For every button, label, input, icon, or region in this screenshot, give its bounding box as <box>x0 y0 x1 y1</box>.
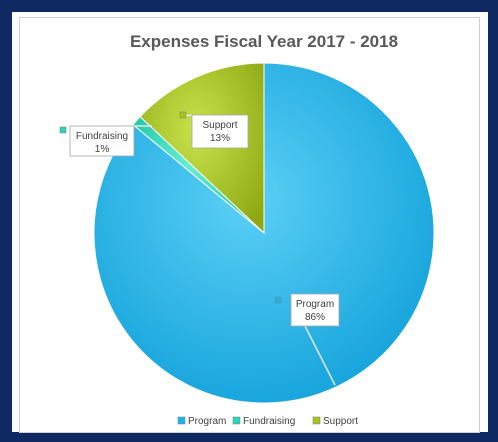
legend-swatch-fundraising <box>232 416 241 425</box>
legend-swatch-support <box>312 416 321 425</box>
data-label-name-support: Support <box>202 120 237 131</box>
data-label-marker-fundraising <box>59 126 67 134</box>
legend-label-fundraising: Fundraising <box>243 416 295 427</box>
chart-title: Expenses Fiscal Year 2017 - 2018 <box>130 32 398 51</box>
data-label-name-program: Program <box>296 299 334 310</box>
data-label-marker-support <box>179 111 187 119</box>
legend-swatch-program <box>177 416 186 425</box>
legend-label-support: Support <box>323 416 358 427</box>
data-label-box-support <box>191 114 249 149</box>
data-label-name-fundraising: Fundraising <box>76 131 128 142</box>
data-label-value-program: 86% <box>305 312 325 323</box>
leader-line-program <box>304 325 336 386</box>
legend-label-program: Program <box>188 416 226 427</box>
data-label-box-fundraising <box>69 125 135 157</box>
data-label-box-program <box>290 293 340 327</box>
data-label-value-fundraising: 1% <box>95 144 110 155</box>
data-label-marker-program <box>274 296 282 304</box>
data-label-value-support: 13% <box>210 133 230 144</box>
pie-slice-program <box>93 62 435 404</box>
